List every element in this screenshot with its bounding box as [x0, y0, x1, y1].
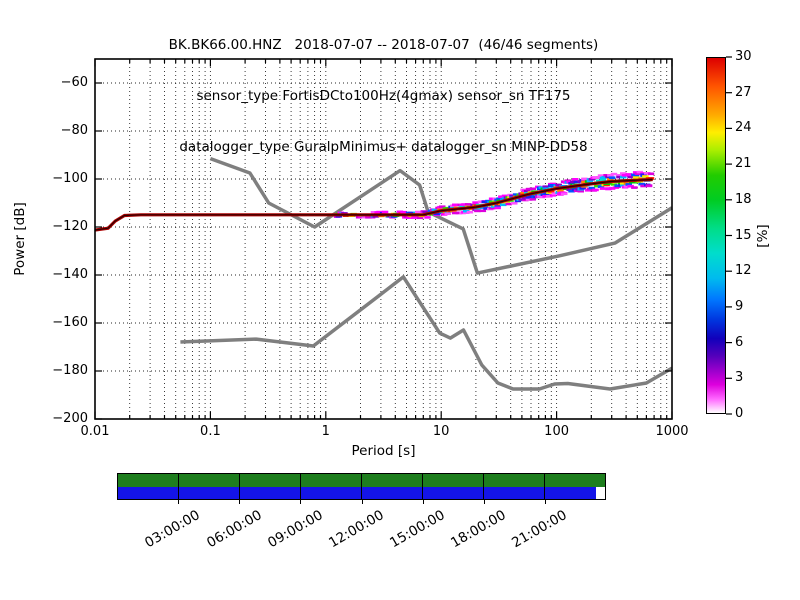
colorbar-tick-label: 24	[735, 120, 752, 136]
x-tick-label: 100	[544, 424, 569, 439]
colorbar-tick-label: 12	[735, 263, 752, 279]
availability-bar-tick	[361, 474, 362, 499]
colorbar-tick-label: 0	[735, 406, 744, 421]
availability-gap	[595, 486, 605, 499]
availability-bar-tick	[300, 474, 302, 499]
title-line-3: datalogger_type GuralpMinimus+ datalogge…	[179, 139, 588, 155]
title-line-1: BK.BK66.00.HNZ 2018-07-07 -- 2018-07-07 …	[168, 37, 599, 53]
plot-title-block: BK.BK66.00.HNZ 2018-07-07 -- 2018-07-07 …	[95, 3, 672, 190]
colorbar-tick-label: 9	[735, 298, 744, 314]
availability-bar-tick	[239, 474, 241, 499]
y-tick-label: −60	[60, 75, 88, 90]
high-noise-model-curve	[209, 156, 673, 275]
colorbar-tick-label: 21	[735, 156, 752, 172]
y-tick-label: −200	[52, 411, 88, 426]
x-tick-label: 1	[321, 424, 330, 439]
colorbar	[706, 57, 726, 414]
x-tick-label: 10	[432, 424, 450, 439]
availability-bar-tick	[482, 474, 484, 499]
availability-blue-stripe	[118, 486, 596, 499]
y-tick-label: −100	[52, 171, 88, 186]
availability-bar-tick-mark	[361, 500, 363, 504]
availability-bar	[117, 473, 606, 500]
y-tick-label: −80	[60, 123, 88, 138]
title-line-2: sensor_type FortisDCto100Hz(4gmax) senso…	[196, 88, 571, 104]
colorbar-tick-label: 27	[735, 84, 752, 100]
availability-bar-tick-mark	[239, 500, 241, 504]
x-tick-label: 1000	[655, 424, 689, 439]
availability-bar-tick	[421, 474, 423, 499]
colorbar-tick-label: 3	[735, 370, 744, 386]
x-axis-label: Period [s]	[351, 443, 416, 459]
y-tick-label: −160	[52, 315, 88, 330]
x-tick-label: 0.1	[200, 424, 221, 439]
y-tick-label: −180	[52, 363, 88, 378]
colorbar-tick-label: 18	[735, 191, 752, 207]
colorbar-tick-label: 30	[735, 49, 752, 64]
availability-bar-tick	[543, 474, 545, 499]
y-tick-label: −120	[52, 219, 88, 234]
y-tick-label: −140	[52, 267, 88, 282]
availability-bar-tick-mark	[178, 500, 180, 504]
y-axis-label: Power [dB]	[12, 202, 28, 276]
colorbar-label: [%]	[755, 224, 771, 248]
availability-bar-tick	[178, 474, 180, 499]
x-tick-label: 0.01	[80, 424, 110, 439]
availability-bar-tick-mark	[544, 500, 546, 504]
availability-bar-tick-mark	[483, 500, 485, 504]
availability-bar-tick-mark	[422, 500, 424, 504]
colorbar-tick-label: 6	[735, 334, 744, 350]
low-noise-model-curve	[180, 275, 673, 391]
availability-bar-tick-mark	[300, 500, 302, 504]
colorbar-tick-label: 15	[735, 227, 752, 243]
